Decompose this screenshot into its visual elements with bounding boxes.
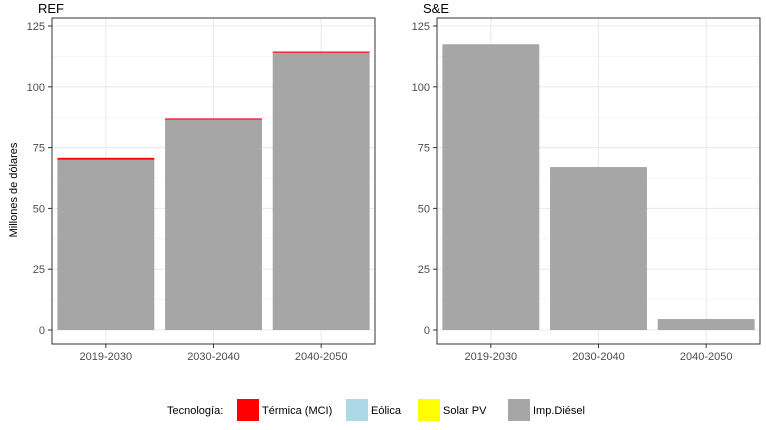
panel-title: REF	[38, 1, 64, 16]
legend-label: Solar PV	[443, 405, 487, 417]
y-tick-label: 0	[39, 325, 45, 337]
y-tick-label: 75	[33, 143, 45, 155]
bar-segment	[272, 52, 370, 330]
y-tick-label: 100	[27, 82, 45, 94]
legend: Tecnología: Térmica (MCI) Eólica Solar PV Im…	[167, 399, 585, 421]
bar-segment	[165, 119, 262, 330]
y-tick-label: 25	[418, 264, 430, 276]
x-tick-label: 2030-2040	[187, 351, 240, 363]
bar-segment	[57, 157, 155, 160]
y-axis-label: Millones de dólares	[8, 142, 20, 237]
plot-border	[51, 17, 376, 345]
bar-segment	[57, 159, 155, 330]
bar-segment	[657, 319, 755, 330]
bar-segment	[550, 167, 647, 330]
y-tick-label: 25	[33, 264, 45, 276]
legend-key	[237, 399, 259, 421]
legend-title: Tecnología:	[167, 405, 223, 417]
x-tick-label: 2040-2050	[680, 351, 733, 363]
legend-key	[508, 399, 530, 421]
legend-key	[346, 399, 368, 421]
panel-title: S&E	[423, 1, 449, 16]
panel-0: REF 0 25 50 75 100 125 2019-2030 2030-2040 2040-2…	[27, 1, 376, 363]
panels: REF 0 25 50 75 100 125 2019-2030 2030-2040 2040-2…	[27, 1, 761, 363]
legend-label: Eólica	[371, 405, 402, 417]
bar-segment	[272, 51, 370, 53]
legend-key	[418, 399, 440, 421]
legend-label: Imp.Diésel	[533, 405, 585, 417]
y-tick-label: 0	[424, 325, 430, 337]
x-tick-label: 2040-2050	[295, 351, 348, 363]
plot-border	[436, 17, 761, 345]
y-tick-label: 50	[418, 203, 430, 215]
bar-segment	[165, 118, 262, 120]
panel-1: S&E 0 25 50 75 100 125 2019-2030 2030-2040 2040-2…	[412, 1, 761, 363]
y-tick-label: 125	[27, 21, 45, 33]
legend-label: Térmica (MCI)	[262, 405, 332, 417]
y-tick-label: 75	[418, 143, 430, 155]
y-tick-label: 50	[33, 203, 45, 215]
y-tick-label: 100	[412, 82, 430, 94]
x-tick-label: 2030-2040	[572, 351, 625, 363]
bar-segment	[442, 44, 540, 331]
y-tick-label: 125	[412, 21, 430, 33]
x-tick-label: 2019-2030	[465, 351, 518, 363]
x-tick-label: 2019-2030	[80, 351, 133, 363]
